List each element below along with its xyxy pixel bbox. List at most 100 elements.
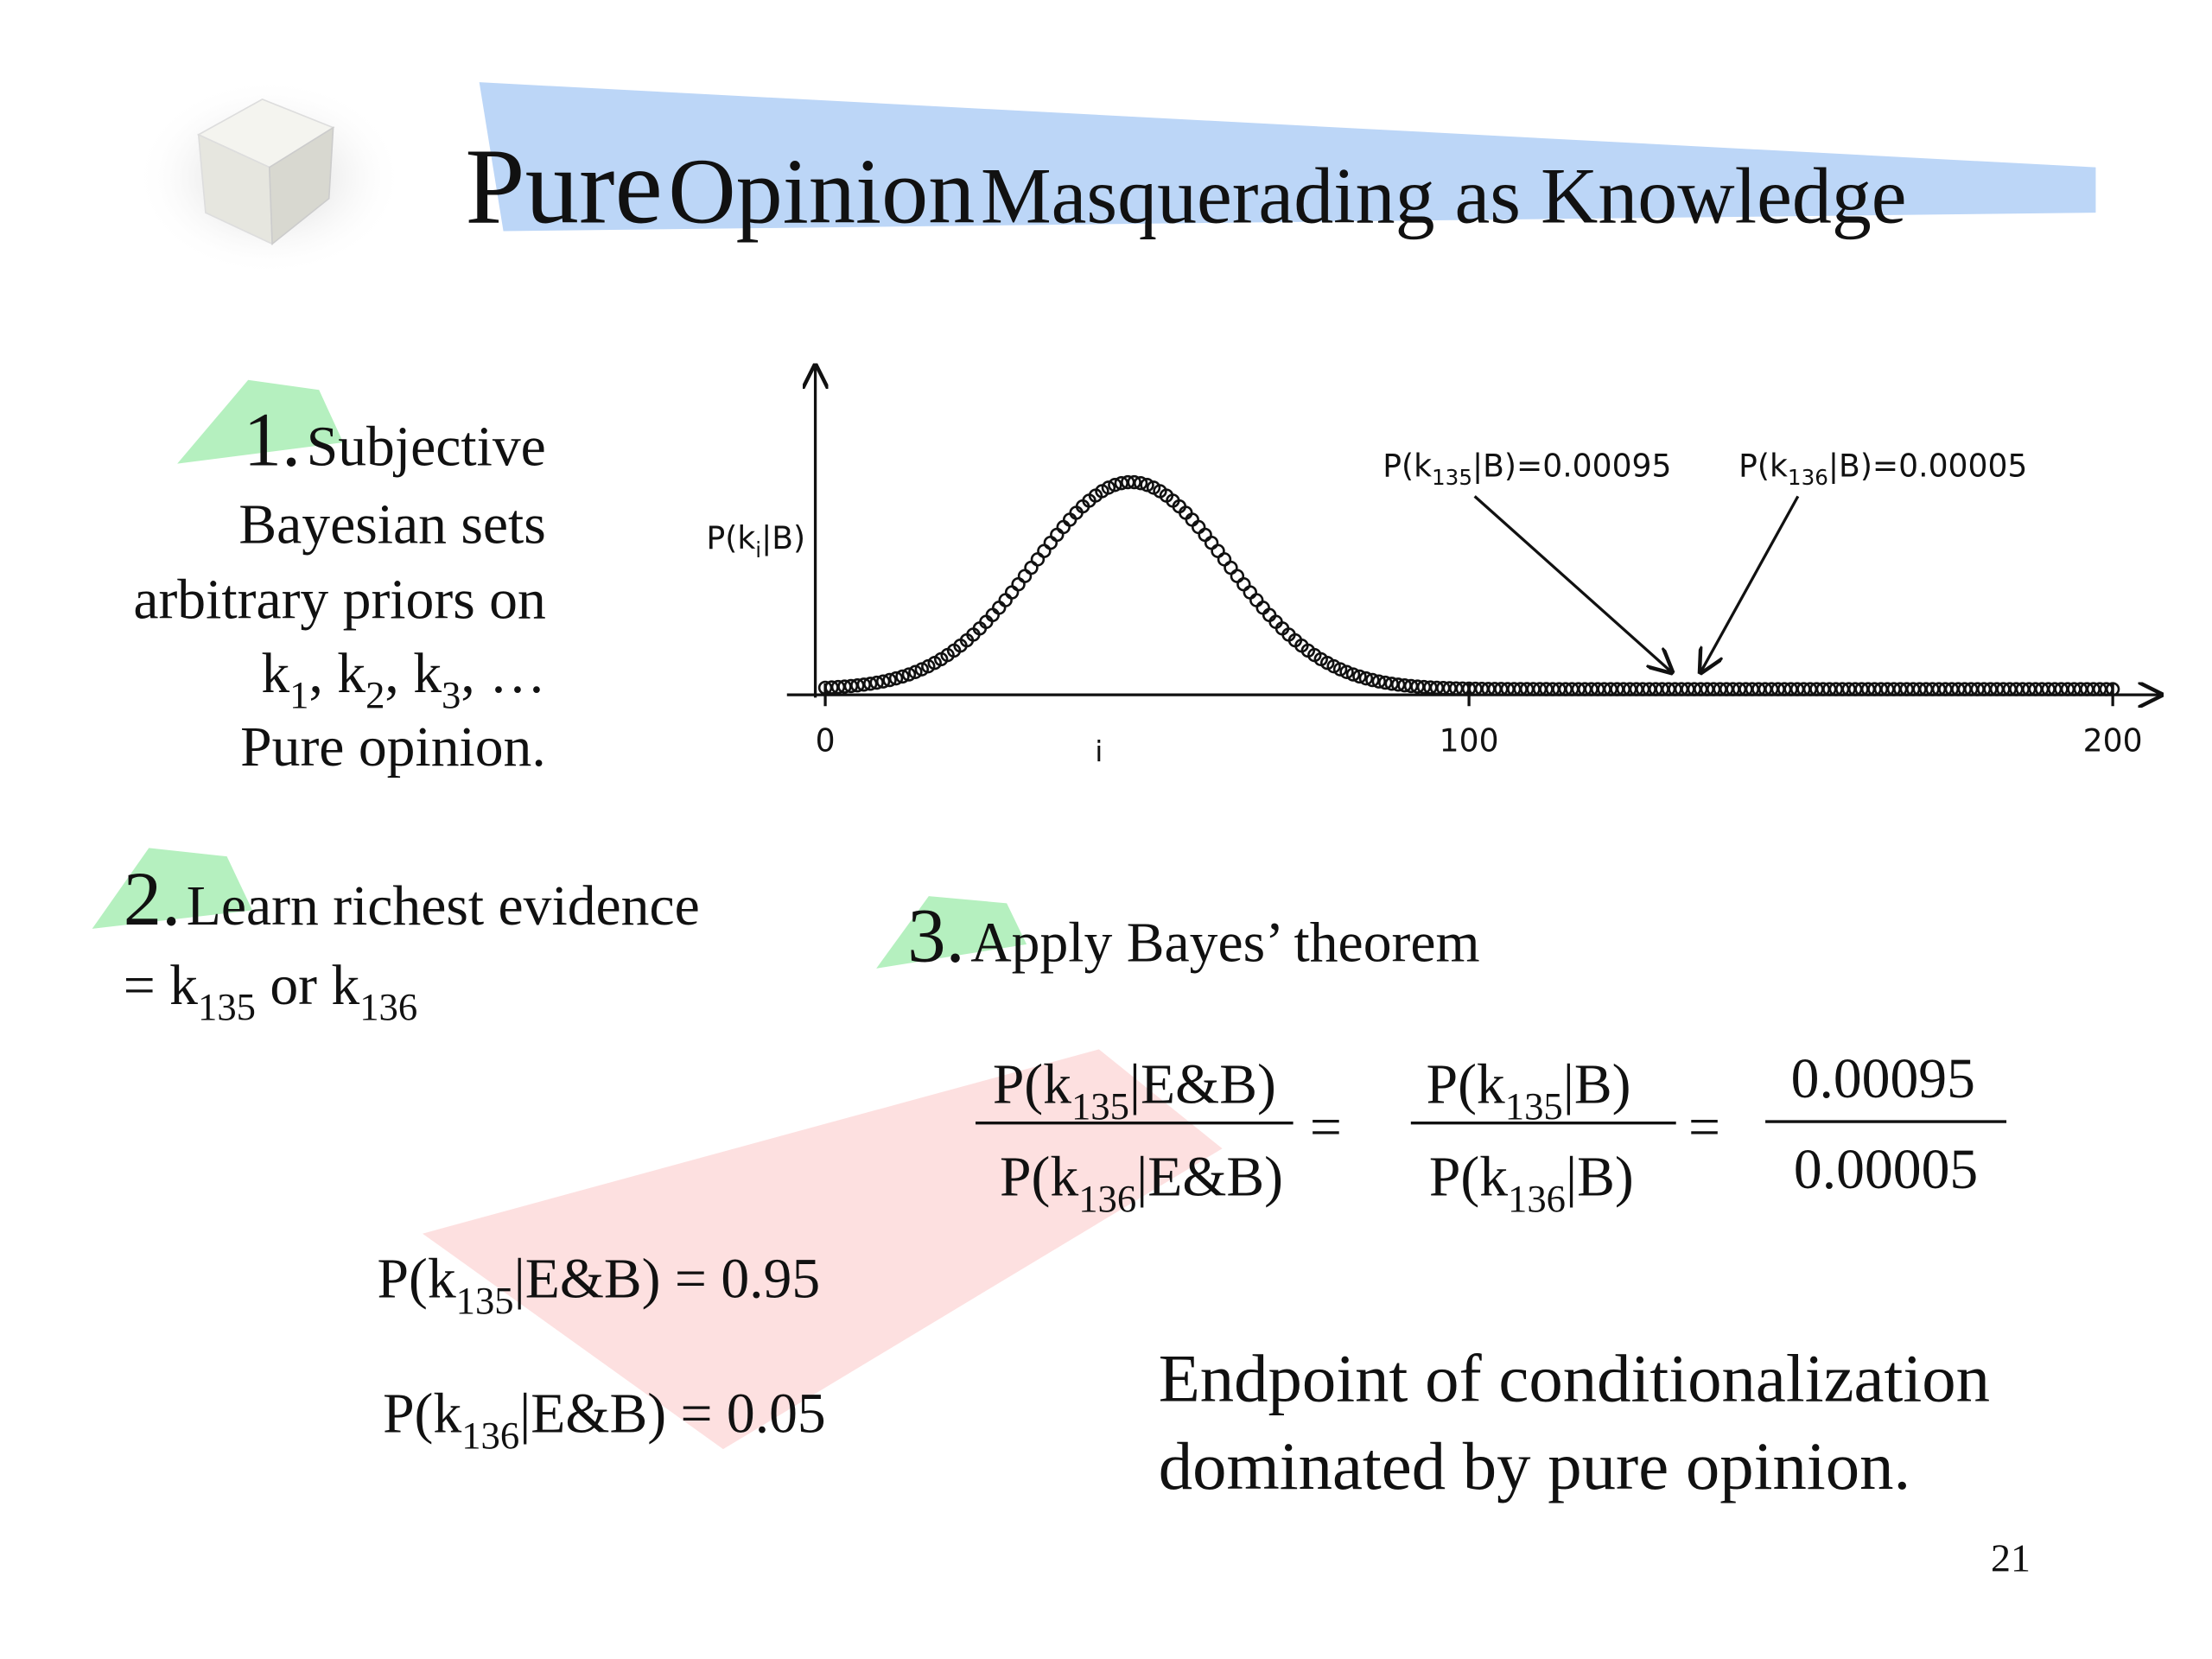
curve-marker	[1050, 527, 1065, 543]
annotation: P(k136|B)=0.00005	[1738, 447, 2027, 490]
curve-marker	[1345, 667, 1361, 682]
curve-marker	[1378, 675, 1393, 690]
curve-marker	[1384, 677, 1399, 691]
curve-marker	[1243, 585, 1257, 600]
title: Pure Opinion Masquerading as Knowledge	[465, 127, 1906, 246]
curve-marker	[1108, 478, 1122, 493]
title-highlight	[479, 82, 2096, 232]
step-text: Pure opinion.	[240, 716, 546, 779]
curve-marker	[1011, 577, 1026, 592]
curve-marker	[1056, 519, 1071, 535]
curve-marker	[1236, 577, 1251, 592]
step1-line: 1. Subjective	[244, 397, 546, 482]
subscript: 136	[359, 985, 417, 1028]
curve-marker	[875, 674, 891, 689]
text-part: , …	[461, 643, 545, 705]
curve-marker	[1332, 662, 1348, 677]
subscript: 136	[1788, 465, 1828, 490]
curve-marker	[1352, 669, 1367, 684]
curve-marker	[1371, 674, 1387, 689]
curve-marker	[1140, 478, 1154, 493]
curve-marker	[901, 667, 917, 682]
text-part: |E&B)	[1136, 1146, 1283, 1208]
curve-marker	[895, 669, 910, 684]
step-number: 3.	[907, 894, 964, 979]
curve-marker	[863, 677, 878, 691]
curve-marker	[1024, 560, 1039, 575]
number-highlight	[876, 896, 1027, 969]
text-part: P(k	[1000, 1146, 1078, 1208]
curve-marker	[1101, 480, 1116, 495]
curve-marker	[1224, 560, 1238, 575]
curve-marker	[1043, 536, 1058, 550]
title-word: Opinion	[668, 140, 975, 244]
text-part: = k	[124, 955, 198, 1017]
step-text: Bayesian sets	[238, 494, 545, 556]
curve-marker	[1037, 543, 1052, 558]
text-part: |E&B)	[1129, 1054, 1276, 1116]
text-part: P(k	[1427, 1054, 1505, 1116]
equals: =	[1310, 1096, 1342, 1159]
number-highlight	[92, 848, 253, 929]
text-part: |B)=0.00095	[1472, 447, 1672, 484]
die	[196, 98, 335, 245]
equation: P(k135|E&B) P(k136|E&B) = P(k135|B) P(k1…	[976, 1048, 2007, 1220]
curve-marker	[1211, 543, 1225, 558]
x-axis-label: i	[1095, 735, 1103, 768]
text-part: k	[261, 643, 289, 705]
curve-marker	[1230, 569, 1245, 583]
number-highlight	[177, 379, 344, 464]
x-tick-label: 0	[816, 722, 836, 760]
text-part: |E&B) = 0.95	[514, 1249, 821, 1311]
text-part: |B)=0.00005	[1828, 447, 2028, 484]
numerator: P(k135|B)	[1427, 1054, 1631, 1128]
curve-marker	[850, 678, 865, 693]
curve-marker	[1017, 569, 1033, 583]
denominator: P(k136|E&B)	[1000, 1146, 1283, 1219]
curve-marker	[1255, 601, 1270, 615]
curve-marker	[1127, 474, 1141, 490]
y-axis-label: P(ki|B)	[707, 519, 806, 563]
curve-marker	[1133, 475, 1148, 491]
curve-marker	[1004, 585, 1020, 600]
text-part: , k	[385, 643, 442, 705]
subscript: 135	[198, 985, 256, 1028]
result: P(k135|E&B) = 0.95	[378, 1249, 821, 1322]
curve-marker	[856, 677, 871, 692]
step-text: Subjective	[307, 416, 546, 478]
step-text: k1, k2, k3, …	[261, 643, 545, 716]
subscript: i	[755, 537, 761, 563]
text-part: P(k	[383, 1382, 461, 1445]
annotation: P(k135|B)=0.00095	[1382, 447, 1671, 490]
text-part: |B)	[1566, 1146, 1634, 1208]
text-part: P(k	[1429, 1146, 1508, 1208]
curve-marker	[1217, 552, 1232, 567]
text-part: P(k	[1738, 447, 1788, 484]
step-text: = k135 or k136	[124, 955, 417, 1028]
curve-marker	[1249, 593, 1264, 607]
x-tick-label: 200	[2083, 722, 2143, 760]
denominator: 0.00005	[1794, 1139, 1978, 1201]
text-part: or k	[256, 955, 359, 1017]
curve-marker	[2105, 682, 2120, 696]
emphasis-highlight	[423, 1049, 1223, 1450]
subscript: 135	[1505, 1084, 1563, 1128]
title-word: Pure	[465, 127, 663, 246]
subscript: 2	[365, 673, 385, 716]
text-part: |E&B) = 0.05	[519, 1382, 826, 1445]
subscript: 135	[456, 1279, 514, 1322]
text-part: |B)	[761, 519, 805, 556]
curve-marker	[2099, 682, 2113, 696]
curve-marker	[888, 671, 904, 686]
curve-marker	[869, 675, 884, 690]
curve-marker	[998, 593, 1013, 607]
annotation-arrow	[1700, 495, 1800, 671]
numerator: 0.00095	[1791, 1048, 1975, 1110]
step2-line: 2. Learn richest evidence	[124, 857, 700, 942]
conclusion-line: Endpoint of conditionalization	[1159, 1341, 1990, 1416]
x-tick-label: 100	[1440, 722, 1499, 760]
equals: =	[1688, 1096, 1720, 1159]
subscript: 3	[442, 673, 461, 716]
